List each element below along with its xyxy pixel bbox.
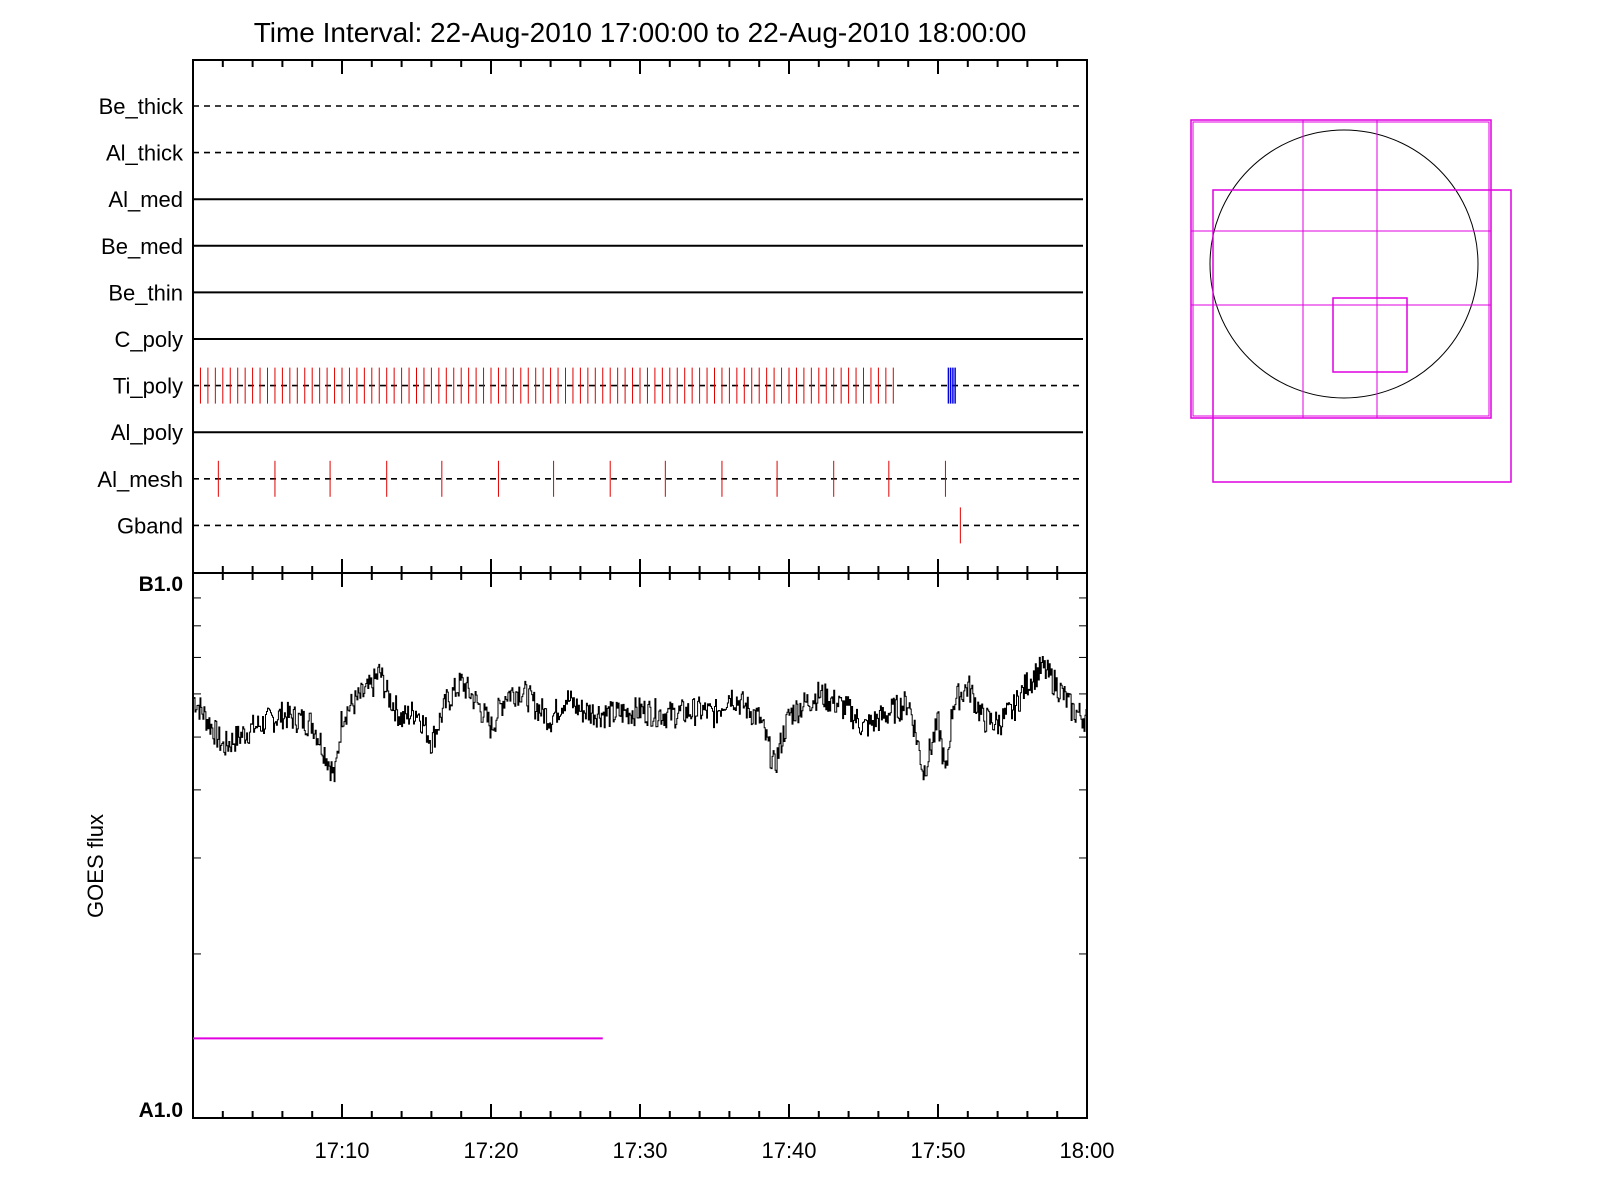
row-label: Al_med xyxy=(108,187,183,212)
x-tick-label: 18:00 xyxy=(1059,1138,1114,1163)
y-tick-label-bottom: A1.0 xyxy=(139,1099,183,1122)
sun-map xyxy=(1190,119,1512,483)
row-label: Be_med xyxy=(101,234,183,259)
row-label: Al_poly xyxy=(111,420,183,445)
x-tick-label: 17:50 xyxy=(910,1138,965,1163)
chart-title: Time Interval: 22-Aug-2010 17:00:00 to 2… xyxy=(254,17,1027,48)
row-label: Ti_poly xyxy=(113,374,183,399)
fov-box-outer xyxy=(1190,119,1492,419)
row-label: Be_thin xyxy=(108,280,183,305)
filter-status-panel: Be_thick Al_thick Al_med Be_med Be_thin C_pol… xyxy=(97,59,1088,574)
top-panel-frame xyxy=(192,59,1088,574)
row-label: Al_mesh xyxy=(97,467,183,492)
fov-box-outer-inner xyxy=(1192,121,1490,417)
x-tick-label: 17:40 xyxy=(761,1138,816,1163)
fov-box-small xyxy=(1332,297,1408,373)
y-axis-label: GOES flux xyxy=(83,814,108,918)
row-label: C_poly xyxy=(115,327,183,352)
y-tick-label-top: B1.0 xyxy=(139,573,183,596)
solar-disk xyxy=(1209,129,1479,399)
fov-box-offset xyxy=(1212,189,1512,483)
x-tick-label: 17:20 xyxy=(463,1138,518,1163)
x-tick-label: 17:30 xyxy=(612,1138,667,1163)
row-label: Al_thick xyxy=(106,141,184,166)
row-label: Gband xyxy=(117,513,183,538)
bottom-panel-frame xyxy=(192,572,1088,1119)
goes-flux-panel: GOES flux B1.0 A1.0 17:10 17:20 17:30 17:40… xyxy=(83,572,1115,1163)
goes-flux-line xyxy=(193,656,1088,783)
row-label: Be_thick xyxy=(99,94,184,119)
x-tick-label: 17:10 xyxy=(314,1138,369,1163)
